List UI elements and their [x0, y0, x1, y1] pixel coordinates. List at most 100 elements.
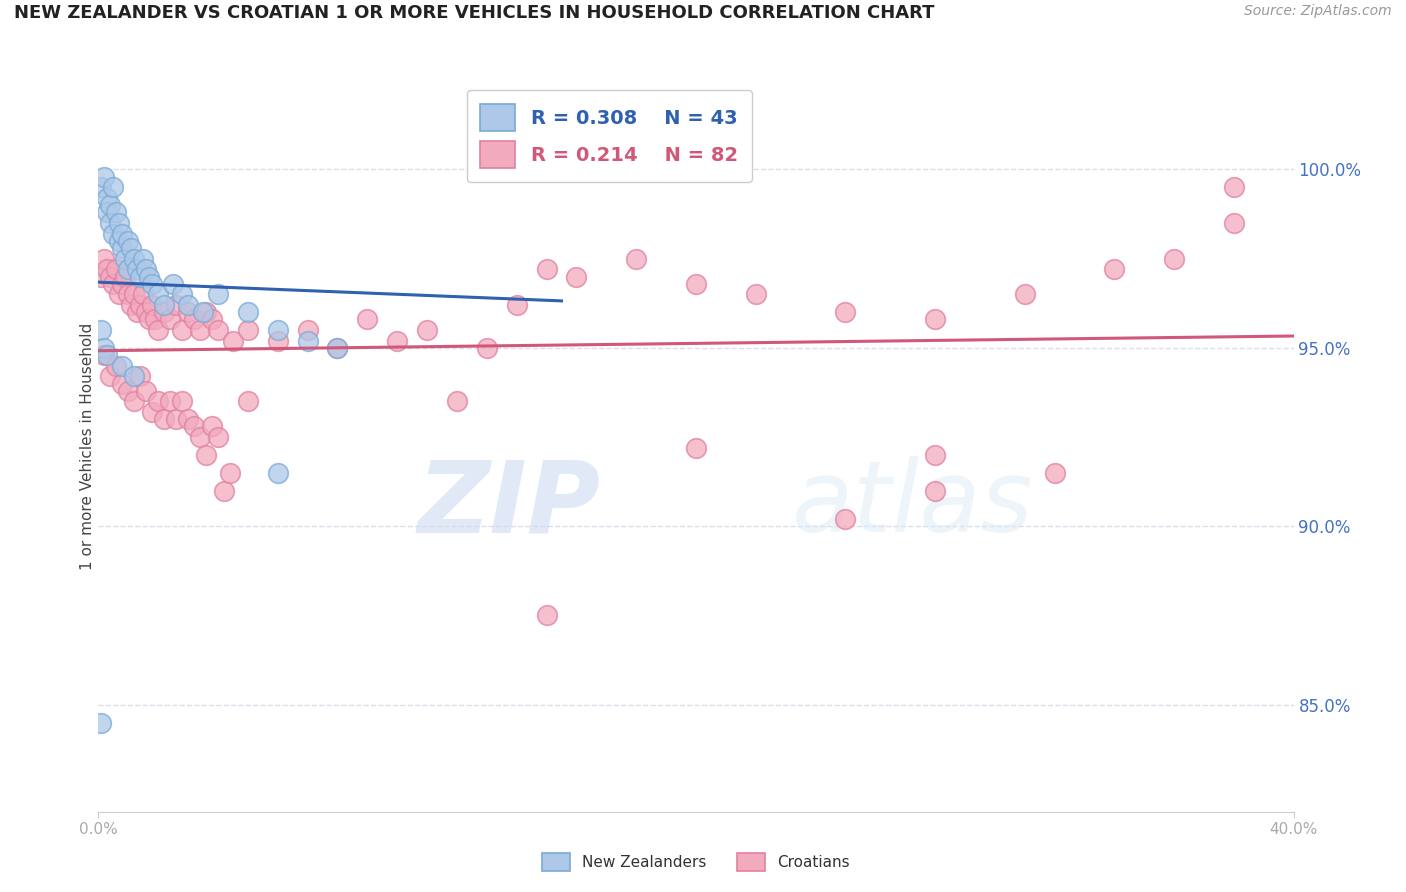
Point	[114, 252, 136, 266]
Point	[114, 269, 136, 284]
Point	[127, 305, 149, 319]
Point	[219, 466, 242, 480]
Point	[129, 298, 152, 312]
Legend: New Zealanders, Croatians: New Zealanders, Croatians	[536, 847, 856, 877]
Point	[129, 269, 152, 284]
Point	[191, 305, 214, 319]
Text: NEW ZEALANDER VS CROATIAN 1 OR MORE VEHICLES IN HOUSEHOLD CORRELATION CHART: NEW ZEALANDER VS CROATIAN 1 OR MORE VEHI…	[14, 4, 935, 22]
Point	[103, 277, 125, 291]
Point	[416, 323, 439, 337]
Point	[267, 466, 290, 480]
Point	[135, 262, 157, 277]
Point	[111, 227, 134, 241]
Point	[108, 216, 131, 230]
Point	[326, 341, 349, 355]
Point	[159, 394, 181, 409]
Point	[153, 298, 176, 312]
Point	[745, 287, 768, 301]
Point	[153, 305, 176, 319]
Point	[108, 287, 131, 301]
Point	[105, 359, 128, 373]
Point	[172, 287, 194, 301]
Point	[207, 323, 229, 337]
Point	[98, 369, 122, 384]
Point	[267, 334, 290, 348]
Point	[96, 262, 118, 277]
Point	[117, 384, 139, 398]
Point	[685, 441, 707, 455]
Point	[135, 305, 157, 319]
Point	[550, 155, 572, 169]
Text: ZIP: ZIP	[418, 456, 600, 553]
Point	[103, 180, 125, 194]
Point	[98, 269, 122, 284]
Point	[120, 298, 142, 312]
Point	[183, 419, 205, 434]
Point	[236, 394, 259, 409]
Point	[1163, 252, 1185, 266]
Point	[103, 227, 125, 241]
Point	[111, 277, 134, 291]
Point	[108, 234, 131, 248]
Point	[96, 191, 118, 205]
Point	[93, 169, 115, 184]
Point	[98, 216, 122, 230]
Point	[141, 277, 163, 291]
Point	[127, 262, 149, 277]
Point	[120, 241, 142, 255]
Point	[236, 323, 259, 337]
Point	[924, 448, 946, 462]
Point	[90, 323, 112, 337]
Point	[194, 305, 218, 319]
Point	[129, 369, 152, 384]
Point	[924, 312, 946, 326]
Point	[148, 323, 170, 337]
Point	[1014, 287, 1036, 301]
Point	[183, 312, 205, 326]
Point	[222, 334, 245, 348]
Point	[124, 287, 146, 301]
Point	[165, 298, 187, 312]
Point	[1223, 216, 1246, 230]
Point	[135, 384, 157, 398]
Point	[475, 341, 498, 355]
Point	[624, 252, 647, 266]
Point	[506, 298, 529, 312]
Y-axis label: 1 or more Vehicles in Household: 1 or more Vehicles in Household	[80, 322, 94, 570]
Point	[1223, 180, 1246, 194]
Point	[138, 269, 160, 284]
Point	[834, 305, 856, 319]
Point	[177, 412, 200, 426]
Point	[207, 430, 229, 444]
Point	[207, 287, 229, 301]
Point	[236, 305, 259, 319]
Text: Source: ZipAtlas.com: Source: ZipAtlas.com	[1244, 4, 1392, 19]
Point	[124, 252, 146, 266]
Point	[297, 334, 319, 348]
Point	[446, 394, 468, 409]
Point	[105, 262, 128, 277]
Point	[536, 262, 558, 277]
Point	[162, 277, 184, 291]
Point	[96, 205, 118, 219]
Point	[90, 715, 112, 730]
Point	[297, 323, 319, 337]
Point	[326, 341, 349, 355]
Point	[98, 198, 122, 212]
Point	[117, 234, 139, 248]
Point	[141, 405, 163, 419]
Point	[201, 312, 224, 326]
Point	[111, 359, 134, 373]
Point	[159, 312, 181, 326]
Point	[117, 262, 139, 277]
Point	[201, 419, 224, 434]
Point	[124, 394, 146, 409]
Point	[138, 312, 160, 326]
Point	[90, 269, 112, 284]
Point	[93, 252, 115, 266]
Point	[834, 512, 856, 526]
Point	[1043, 466, 1066, 480]
Point	[536, 608, 558, 623]
Point	[90, 180, 112, 194]
Point	[172, 323, 194, 337]
